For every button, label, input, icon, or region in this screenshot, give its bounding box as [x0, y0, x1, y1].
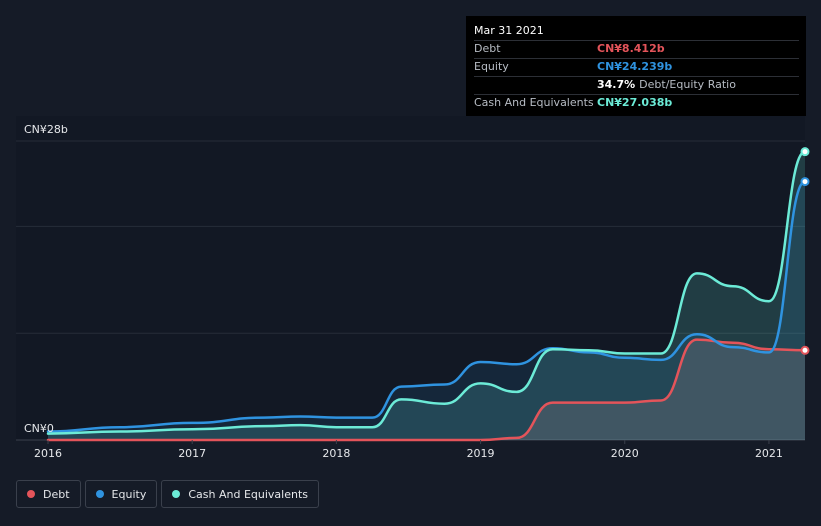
end-markers — [800, 147, 810, 355]
end-marker-equity[interactable] — [800, 177, 810, 187]
x-tick-label: 2020 — [611, 447, 639, 460]
data-tooltip: Mar 31 2021 Debt CN¥8.412b Equity CN¥24.… — [466, 16, 806, 116]
x-tick-label: 2017 — [178, 447, 206, 460]
tooltip-equity-value: CN¥24.239b — [597, 60, 673, 73]
tooltip-date: Mar 31 2021 — [474, 24, 544, 37]
area-cash-and-equivalents — [48, 151, 805, 440]
tooltip-cash-value: CN¥27.038b — [597, 96, 673, 109]
legend-dot-debt — [27, 490, 35, 498]
tooltip-equity-label: Equity — [474, 60, 509, 73]
series-areas — [48, 151, 805, 440]
y-tick-labels: CN¥28b CN¥0 — [24, 123, 68, 435]
legend-label-debt: Debt — [43, 487, 70, 501]
tooltip-row-equity: Equity CN¥24.239b — [474, 58, 799, 76]
tooltip-row-debt: Debt CN¥8.412b — [474, 40, 799, 58]
legend-label-cash: Cash And Equivalents — [188, 487, 308, 501]
series-lines — [46, 150, 807, 442]
x-tick-label: 2019 — [467, 447, 495, 460]
legend-dot-equity — [95, 490, 104, 498]
legend-item-cash[interactable]: Cash And Equivalents — [161, 480, 319, 508]
tooltip-ratio-note: Debt/Equity Ratio — [639, 78, 736, 91]
legend-label-equity: Equity — [111, 487, 147, 501]
line-debt — [46, 338, 807, 442]
tooltip-row-ratio: 34.7% Debt/Equity Ratio — [474, 76, 799, 94]
tooltip-row-cash: Cash And Equivalents CN¥27.038b — [474, 94, 799, 112]
end-marker-cash-and-equivalents[interactable] — [800, 147, 810, 157]
tooltip-ratio-spacer — [474, 77, 597, 94]
area-equity — [48, 181, 805, 440]
legend-item-debt[interactable]: Debt — [16, 480, 81, 508]
tooltip-cash-label: Cash And Equivalents — [474, 96, 594, 109]
y-tick-label: CN¥28b — [24, 123, 68, 136]
x-tick-label: 2018 — [322, 447, 350, 460]
legend-dot-cash — [172, 490, 181, 498]
legend-item-equity[interactable]: Equity — [84, 480, 158, 508]
tooltip-debt-value: CN¥8.412b — [597, 42, 665, 55]
area-debt — [48, 339, 805, 440]
x-tick-label: 2021 — [755, 447, 783, 460]
x-tick-label: 2016 — [34, 447, 62, 460]
end-marker-debt[interactable] — [800, 345, 810, 355]
line-cash-and-equivalents — [46, 150, 807, 435]
tooltip-ratio-value: 34.7% — [597, 78, 636, 91]
tooltip-debt-label: Debt — [474, 42, 501, 55]
y-tick-label: CN¥0 — [24, 422, 54, 435]
x-tick-labels: 2016 2017 2018 2019 2020 2021 — [34, 440, 783, 460]
chart-legend: Debt Equity Cash And Equivalents — [16, 480, 319, 508]
line-equity — [46, 180, 807, 433]
